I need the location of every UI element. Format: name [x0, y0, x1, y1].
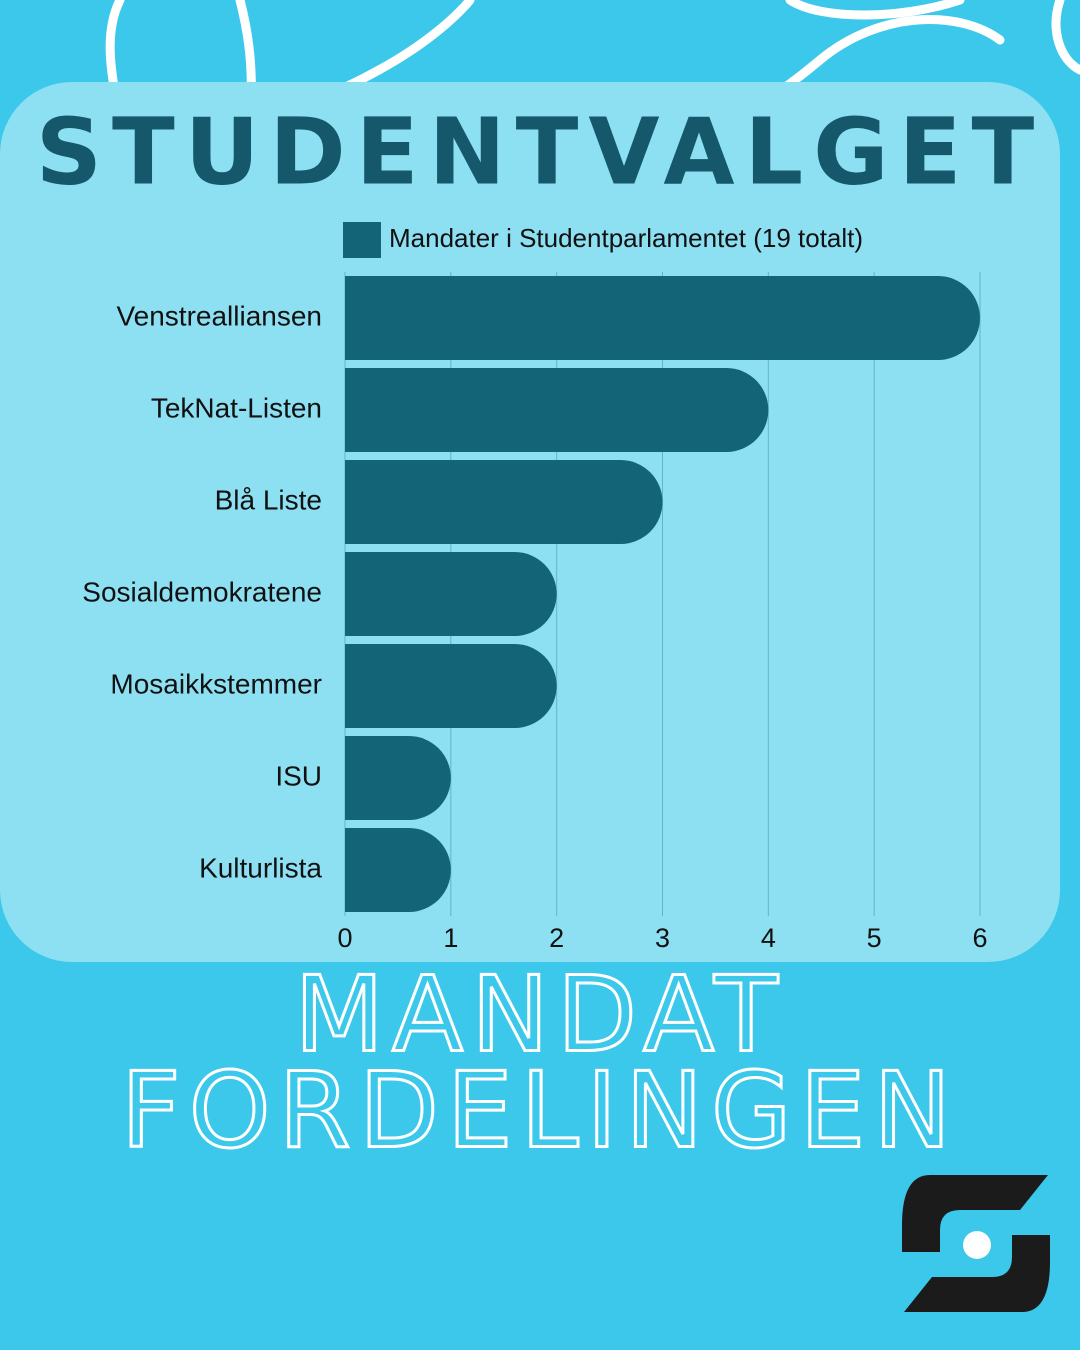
- category-label: ISU: [275, 760, 322, 791]
- bar: [345, 368, 769, 452]
- category-label: Kulturlista: [199, 852, 322, 883]
- category-label: Blå Liste: [215, 484, 322, 515]
- bar: [345, 460, 663, 544]
- footer-line: MANDAT: [294, 953, 786, 1075]
- legend-swatch: [343, 222, 381, 258]
- chart-title: STUDENTVALGET: [36, 98, 1045, 205]
- legend-label: Mandater i Studentparlamentet (19 totalt…: [389, 223, 863, 253]
- bar: [345, 828, 451, 912]
- category-label: TekNat-Listen: [151, 392, 322, 423]
- category-label: Mosaikkstemmer: [110, 668, 322, 699]
- logo: [902, 1175, 1050, 1312]
- bar: [345, 644, 557, 728]
- x-tick-label: 5: [867, 923, 882, 953]
- x-tick-label: 0: [337, 923, 352, 953]
- bar: [345, 552, 557, 636]
- x-tick-label: 1: [443, 923, 458, 953]
- x-tick-label: 4: [761, 923, 776, 953]
- plot-area: 0 1 2 3 4 5 6 Mandater i Studentparlamentet (19…: [82, 222, 988, 953]
- x-tick-label: 3: [655, 923, 670, 953]
- bar: [345, 276, 980, 360]
- category-label: Sosialdemokratene: [82, 576, 322, 607]
- footer-line: FORDELINGEN: [121, 1049, 959, 1171]
- bar: [345, 736, 451, 820]
- category-label: Venstrealliansen: [117, 300, 322, 331]
- x-tick-label: 2: [549, 923, 564, 953]
- x-tick-label: 6: [972, 923, 987, 953]
